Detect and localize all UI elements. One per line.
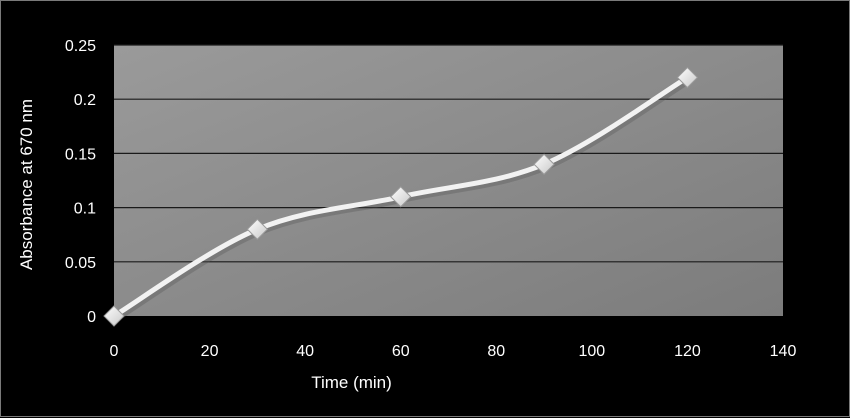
- x-tick-label: 100: [579, 343, 606, 360]
- x-tick-label: 20: [201, 343, 219, 360]
- y-tick-label: 0: [87, 309, 96, 326]
- x-tick-labels: 0 20 40 60 80 100 120 140: [110, 343, 797, 360]
- data-point-marker: [676, 66, 699, 89]
- data-point-marker: [533, 153, 555, 175]
- y-tick-label: 0.05: [65, 255, 96, 272]
- x-tick-label: 0: [110, 343, 119, 360]
- data-point-marker: [390, 186, 412, 208]
- y-tick-label: 0.2: [74, 92, 96, 109]
- x-tick-label: 80: [487, 343, 505, 360]
- series-layer: [103, 66, 699, 327]
- y-axis-title: Absorbance at 670 nm: [17, 99, 36, 270]
- y-tick-label: 0.25: [65, 38, 96, 55]
- data-point-marker: [246, 218, 269, 240]
- gridlines: [114, 44, 783, 263]
- x-axis-title: Time (min): [311, 373, 392, 392]
- x-tick-label: 60: [392, 343, 410, 360]
- y-tick-label: 0.1: [74, 201, 96, 218]
- data-point-marker: [103, 305, 125, 327]
- y-tick-labels: 0 0.05 0.1 0.15 0.2 0.25: [65, 38, 96, 326]
- x-tick-label: 120: [674, 343, 701, 360]
- y-tick-label: 0.15: [65, 146, 96, 163]
- x-tick-label: 140: [770, 343, 797, 360]
- x-tick-label: 40: [296, 343, 314, 360]
